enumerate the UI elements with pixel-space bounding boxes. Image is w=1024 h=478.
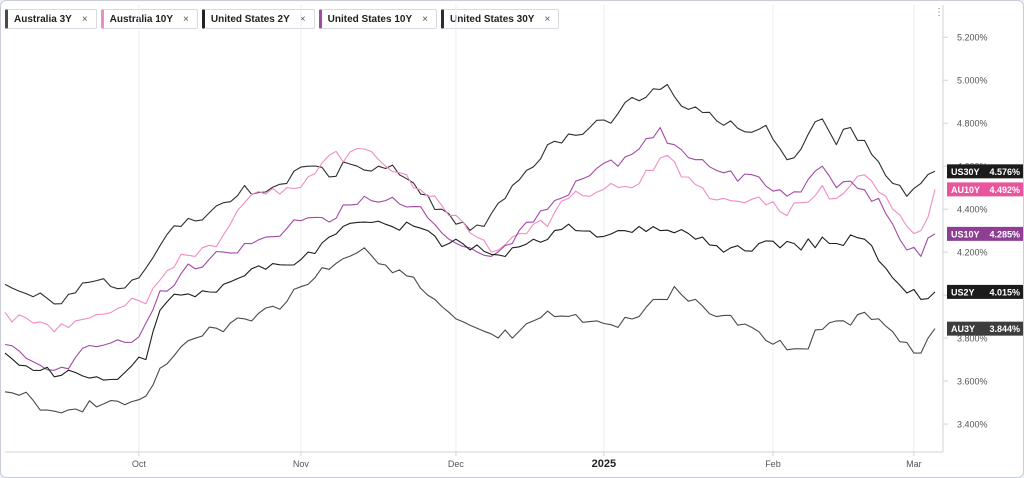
legend-chip[interactable]: United States 2Y × xyxy=(201,9,315,29)
close-icon[interactable]: × xyxy=(183,13,189,25)
x-tick-label: Feb xyxy=(765,459,781,469)
value-tag-background xyxy=(947,182,1023,197)
value-tag-symbol: AU3Y xyxy=(951,324,975,334)
value-tag-value: 4.285% xyxy=(989,229,1020,239)
series-line[interactable] xyxy=(4,220,936,381)
close-icon[interactable]: × xyxy=(81,13,88,25)
close-icon[interactable]: × xyxy=(422,13,428,25)
menu-icon[interactable]: ⋮ xyxy=(934,7,944,18)
y-tick-label: 5.000% xyxy=(957,76,988,86)
legend-chip[interactable]: United States 10Y × xyxy=(318,9,437,29)
y-tick-label: 5.200% xyxy=(957,33,988,43)
value-tag-symbol: US2Y xyxy=(951,287,975,297)
legend-chip[interactable]: United States 30Y × xyxy=(440,9,560,29)
legend-chip-label: United States 2Y xyxy=(210,13,290,25)
series-value-tag: US2Y 4.015% xyxy=(947,284,1023,299)
legend-chip-label: United States 30Y xyxy=(449,13,535,25)
close-icon[interactable]: × xyxy=(544,13,551,25)
series-value-tag: US30Y 4.576% xyxy=(947,164,1023,179)
x-tick-label: Mar xyxy=(906,459,922,469)
value-tag-background xyxy=(947,321,1023,336)
value-tag-background xyxy=(947,164,1023,179)
value-tag-value: 4.015% xyxy=(989,287,1020,297)
x-tick-label: Oct xyxy=(132,459,147,469)
value-tag-value: 4.576% xyxy=(989,167,1020,177)
legend-chip-label: Australia 10Y xyxy=(109,13,174,25)
legend-chip-label: United States 10Y xyxy=(327,13,413,25)
y-tick-label: 4.400% xyxy=(957,205,988,215)
legend: Australia 3Y × Australia 10Y × United States… xyxy=(5,9,560,29)
value-tag-symbol: AU10Y xyxy=(951,185,980,195)
x-tick-label: Nov xyxy=(293,459,310,469)
series-value-tag: US10Y 4.285% xyxy=(947,226,1023,241)
y-tick-label: 4.200% xyxy=(957,248,988,258)
legend-chip[interactable]: Australia 3Y × xyxy=(5,9,97,29)
value-tag-background xyxy=(947,284,1023,299)
series-value-tag: AU3Y 3.844% xyxy=(947,321,1023,336)
x-tick-label: Dec xyxy=(448,459,465,469)
close-icon[interactable]: × xyxy=(299,13,306,25)
value-tag-value: 4.492% xyxy=(989,185,1020,195)
legend-chip-label: Australia 3Y xyxy=(14,13,72,25)
series-value-tag: AU10Y 4.492% xyxy=(947,182,1023,197)
y-tick-label: 3.400% xyxy=(957,420,988,430)
series-line[interactable] xyxy=(4,247,936,414)
value-tag-symbol: US10Y xyxy=(951,229,980,239)
y-tick-label: 4.800% xyxy=(957,119,988,129)
legend-chip[interactable]: Australia 10Y × xyxy=(100,9,198,29)
value-tag-value: 3.844% xyxy=(989,324,1020,334)
y-tick-label: 3.600% xyxy=(957,377,988,387)
series-line[interactable] xyxy=(4,83,936,305)
value-tag-background xyxy=(947,226,1023,241)
series-line[interactable] xyxy=(4,126,936,371)
y-tick-label: 3.800% xyxy=(957,334,988,344)
x-tick-label: 2025 xyxy=(592,458,616,470)
series-line[interactable] xyxy=(4,147,936,333)
value-tag-symbol: US30Y xyxy=(951,167,980,177)
